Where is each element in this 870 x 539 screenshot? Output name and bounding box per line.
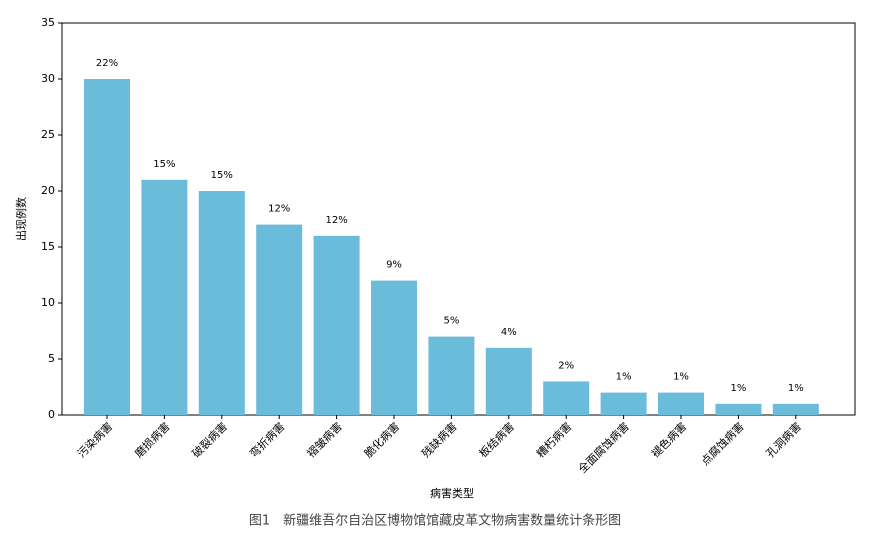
y-tick-label: 25 <box>41 128 55 141</box>
bar <box>658 392 704 415</box>
value-label: 9% <box>386 260 402 271</box>
value-label: 2% <box>558 360 574 371</box>
y-tick-label: 15 <box>41 240 55 253</box>
value-label: 4% <box>501 327 517 338</box>
y-tick-label: 35 <box>41 16 55 29</box>
y-tick-label: 30 <box>41 72 55 85</box>
x-tick-label: 污染病害 <box>74 419 115 460</box>
bar <box>141 179 188 415</box>
value-label: 1% <box>788 383 804 394</box>
x-tick-label: 板结病害 <box>476 419 517 460</box>
value-label: 15% <box>153 159 175 170</box>
value-label: 1% <box>673 372 689 383</box>
value-label: 1% <box>616 372 632 383</box>
bar <box>600 392 647 415</box>
value-label: 12% <box>268 204 290 215</box>
y-tick-label: 20 <box>41 184 55 197</box>
bar <box>715 403 762 415</box>
y-axis-label: 出现例数 <box>14 197 28 241</box>
x-tick-label: 磨损病害 <box>132 419 173 460</box>
bar <box>371 280 417 415</box>
bar <box>772 403 819 415</box>
value-label: 5% <box>443 316 459 327</box>
x-tick-label: 褶皱病害 <box>304 419 345 460</box>
bar <box>256 224 303 415</box>
x-axis-label: 病害类型 <box>430 486 474 500</box>
y-tick-label: 10 <box>41 296 55 309</box>
x-tick-label: 破裂病害 <box>189 419 230 460</box>
bar <box>428 336 475 415</box>
bar <box>198 191 245 415</box>
x-tick-label: 糟朽病害 <box>533 419 574 460</box>
value-label: 1% <box>730 383 746 394</box>
x-tick-label: 褪色病害 <box>648 419 689 460</box>
value-label: 12% <box>325 215 347 226</box>
x-tick-label: 残缺病害 <box>419 419 460 460</box>
y-tick-label: 0 <box>48 408 55 421</box>
y-tick-label: 5 <box>48 352 55 365</box>
value-label: 22% <box>96 58 118 69</box>
x-tick-label: 脆化病害 <box>361 419 402 460</box>
value-label: 15% <box>211 170 233 181</box>
x-tick-label: 全面腐蚀病害 <box>575 419 632 476</box>
caption: 图1 新疆维吾尔自治区博物馆馆藏皮革文物病害数量统计条形图 <box>249 513 621 529</box>
bar <box>485 347 532 415</box>
bar <box>313 235 360 415</box>
x-tick-label: 弯折病害 <box>246 419 287 460</box>
x-tick-label: 点腐蚀病害 <box>698 419 747 468</box>
bar <box>543 381 590 415</box>
x-tick-label: 孔洞病害 <box>763 419 804 460</box>
bar <box>84 79 130 415</box>
